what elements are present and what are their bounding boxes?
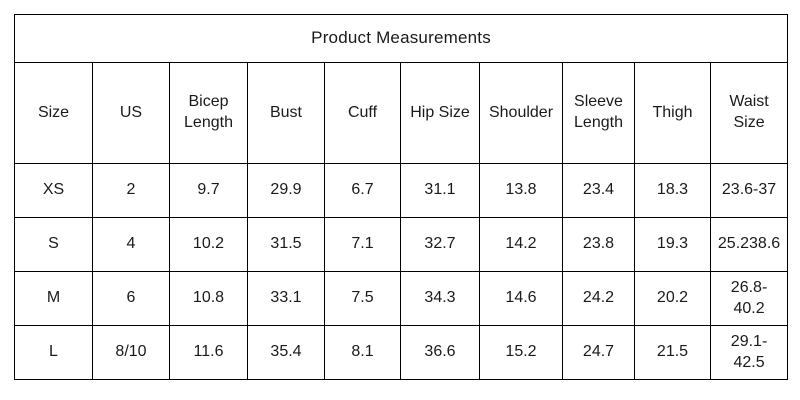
measurement-cell: 19.3 <box>634 217 711 272</box>
measurement-cell: 8/10 <box>92 325 170 380</box>
measurement-cell: 2 <box>92 163 170 218</box>
measurement-cell: 34.3 <box>400 271 480 326</box>
measurement-cell: 10.2 <box>169 217 248 272</box>
measurement-cell: 24.2 <box>562 271 635 326</box>
header-row: Size US Bicep Length Bust Cuff Hip Size Should… <box>14 62 789 164</box>
column-header: Shoulder <box>479 62 563 164</box>
table-row: L 8/10 11.6 35.4 8.1 36.6 15.2 24.7 21.5 29.1- 42… <box>14 325 789 380</box>
measurement-cell: 23.4 <box>562 163 635 218</box>
column-header: Sleeve Length <box>562 62 635 164</box>
measurement-cell: 20.2 <box>634 271 711 326</box>
measurement-cell: 31.5 <box>247 217 325 272</box>
measurement-cell: 26.8- 40.2 <box>709 271 789 326</box>
measurement-cell: 6 <box>92 271 170 326</box>
column-header: Bicep Length <box>169 62 248 164</box>
measurement-cell: 6.7 <box>324 163 401 218</box>
measurement-cell: 29.1- 42.5 <box>709 325 789 380</box>
measurement-cell: 32.7 <box>400 217 480 272</box>
measurement-cell: 31.1 <box>400 163 480 218</box>
measurement-cell: 18.3 <box>634 163 711 218</box>
size-label-cell: M <box>14 271 93 326</box>
measurement-cell: 13.8 <box>479 163 563 218</box>
table-row: M 6 10.8 33.1 7.5 34.3 14.6 24.2 20.2 26.8- 40.2 <box>14 271 789 326</box>
measurement-cell: 14.2 <box>479 217 563 272</box>
measurement-cell: 10.8 <box>169 271 248 326</box>
table-body: XS 2 9.7 29.9 6.7 31.1 13.8 23.4 18.3 23.6-37 S 4 10… <box>14 163 789 380</box>
size-label-cell: S <box>14 217 93 272</box>
measurement-cell: 36.6 <box>400 325 480 380</box>
column-header: Size <box>14 62 93 164</box>
measurement-cell: 9.7 <box>169 163 248 218</box>
measurement-cell: 23.6-37 <box>709 163 789 218</box>
table-title: Product Measurements <box>13 14 789 63</box>
table-row: S 4 10.2 31.5 7.1 32.7 14.2 23.8 19.3 25.238.6 <box>14 217 789 272</box>
size-label-cell: XS <box>14 163 93 218</box>
title-row: Product Measurements <box>13 14 789 63</box>
measurement-cell: 23.8 <box>562 217 635 272</box>
measurement-cell: 29.9 <box>247 163 325 218</box>
measurement-cell: 21.5 <box>634 325 711 380</box>
measurement-cell: 7.1 <box>324 217 401 272</box>
measurements-table: Product Measurements Size US Bicep Length B… <box>13 14 789 380</box>
measurement-cell: 25.238.6 <box>709 217 789 272</box>
column-header: US <box>92 62 170 164</box>
column-header: Thigh <box>634 62 711 164</box>
measurement-cell: 7.5 <box>324 271 401 326</box>
column-header: Bust <box>247 62 325 164</box>
measurement-cell: 35.4 <box>247 325 325 380</box>
table-row: XS 2 9.7 29.9 6.7 31.1 13.8 23.4 18.3 23.6-37 <box>14 163 789 218</box>
column-header: Cuff <box>324 62 401 164</box>
column-header: Hip Size <box>400 62 480 164</box>
measurement-cell: 15.2 <box>479 325 563 380</box>
measurement-cell: 14.6 <box>479 271 563 326</box>
measurement-cell: 11.6 <box>169 325 248 380</box>
column-header: Waist Size <box>709 62 789 164</box>
measurement-cell: 33.1 <box>247 271 325 326</box>
size-label-cell: L <box>14 325 93 380</box>
measurement-cell: 8.1 <box>324 325 401 380</box>
measurement-cell: 4 <box>92 217 170 272</box>
measurement-cell: 24.7 <box>562 325 635 380</box>
